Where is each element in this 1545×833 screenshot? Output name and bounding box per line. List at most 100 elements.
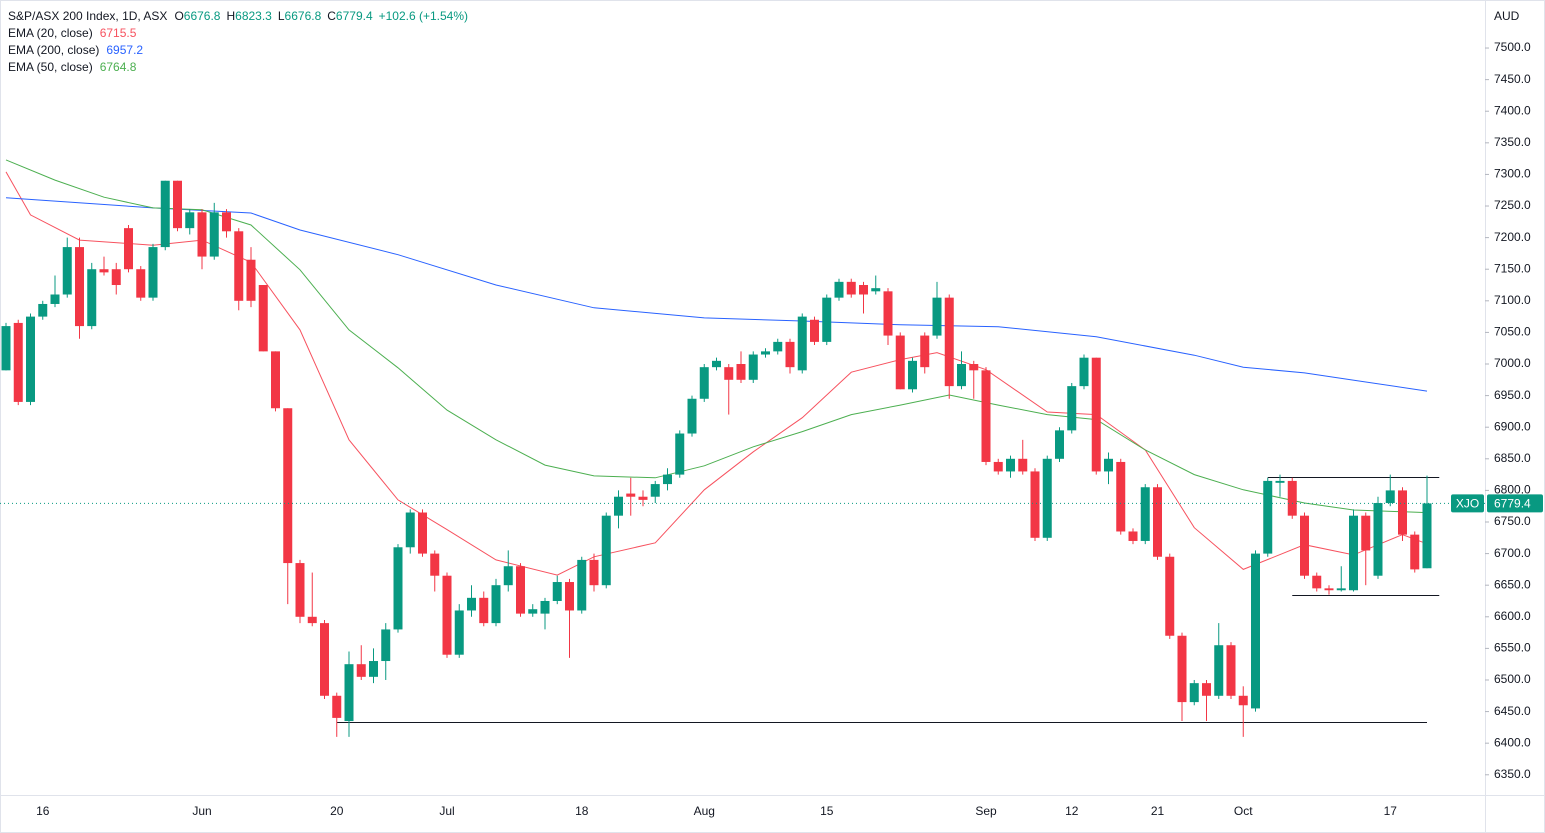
candle-body [761, 351, 770, 355]
candle-body [369, 661, 378, 677]
candle-body [1202, 683, 1211, 696]
change-value: +102.6 (+1.54%) [379, 9, 468, 23]
candle-body [577, 559, 587, 611]
y-tick-label: 6400.0 [1494, 735, 1531, 749]
candle-body [969, 364, 979, 371]
legend-value: 6764.8 [100, 60, 137, 74]
ohlc-label: O [174, 9, 183, 23]
x-tick-label: 12 [1065, 804, 1079, 818]
y-tick-label: 7400.0 [1494, 103, 1531, 117]
candle-body [1287, 480, 1297, 516]
x-tick-label: Sep [975, 804, 997, 818]
candle-body [993, 461, 1003, 472]
candle-body [1104, 458, 1113, 472]
candle-body [552, 582, 562, 601]
candle-body [797, 316, 807, 371]
candle-body [87, 269, 97, 327]
y-tick-label: 7050.0 [1494, 325, 1531, 339]
candle-body [246, 259, 256, 301]
ohlc-label: C [327, 9, 336, 23]
candle-body [1116, 461, 1126, 532]
candle-body [712, 360, 721, 368]
candle-body [871, 288, 881, 292]
candle-body [418, 512, 427, 554]
candle-body [62, 247, 72, 295]
x-tick-label: 21 [1151, 804, 1165, 818]
y-tick-label: 6450.0 [1494, 704, 1531, 718]
candle-body [26, 316, 35, 402]
candle-body [981, 370, 991, 462]
candle-body [491, 585, 501, 624]
candle-body [1079, 357, 1089, 387]
candle-body [601, 515, 611, 586]
candle-body [1238, 695, 1248, 706]
y-tick-label: 7500.0 [1494, 40, 1531, 54]
candle-body [442, 575, 452, 655]
candle-body [1263, 480, 1273, 554]
candle-body [344, 664, 354, 722]
candle-body [1153, 487, 1162, 557]
legend-title: S&P/ASX 200 Index, 1D, ASX [8, 9, 167, 23]
candle-body [773, 341, 783, 352]
candle-body [136, 269, 146, 298]
candle-body [748, 354, 758, 380]
y-tick-label: 7200.0 [1494, 230, 1531, 244]
candle-body [1091, 357, 1101, 472]
x-tick-label: Jul [439, 804, 454, 818]
candle-body [1422, 503, 1432, 569]
candle-body [173, 180, 182, 229]
symbol-tag-label: XJO [1456, 497, 1479, 511]
candle-body [320, 623, 329, 696]
candle-body [1055, 430, 1064, 459]
candle-body [1398, 490, 1407, 535]
candle-body [479, 597, 489, 624]
candle-body [283, 408, 293, 564]
legend-name: EMA (200, close) [8, 43, 99, 57]
price-tag [1487, 494, 1543, 513]
candle-body [908, 360, 917, 390]
ohlc-value: 6676.8 [285, 9, 322, 23]
candle-body [160, 180, 170, 248]
y-tick-label: 6650.0 [1494, 577, 1531, 591]
legend-name: EMA (20, close) [8, 26, 93, 40]
x-tick-label: Oct [1234, 804, 1253, 818]
candle-body [1177, 635, 1187, 703]
candle-body [663, 474, 672, 485]
y-tick-label: 6800.0 [1494, 483, 1531, 497]
candle-body [185, 212, 195, 229]
y-tick-label: 6750.0 [1494, 514, 1531, 528]
legend-entry: EMA (50, close) 6764.8 [8, 60, 137, 74]
candle-body [1275, 480, 1285, 483]
x-tick-label: 20 [330, 804, 344, 818]
candle-body [895, 335, 905, 390]
candle-body [197, 212, 207, 257]
candle-body [516, 566, 525, 614]
candle-body [540, 600, 550, 614]
legend-entry: EMA (20, close) 6715.5 [8, 26, 137, 40]
y-tick-label: 6500.0 [1494, 672, 1531, 686]
y-tick-label: 7000.0 [1494, 356, 1531, 370]
candle-body [124, 228, 133, 270]
legend-value: 6957.2 [106, 43, 143, 57]
candle-body [111, 269, 121, 286]
candle-body [638, 496, 648, 500]
candle-body [1018, 458, 1028, 472]
candle-body [467, 597, 476, 611]
candle-body [38, 303, 48, 317]
candle-body [503, 566, 513, 586]
candle-body [430, 553, 440, 576]
candle-body [675, 433, 685, 475]
candle-body [1067, 386, 1077, 431]
candle-body [1251, 553, 1260, 709]
ohlc-value: 6676.8 [184, 9, 221, 23]
legend-value: 6715.5 [100, 26, 137, 40]
candle-body [271, 351, 280, 409]
candle-body [944, 297, 954, 387]
candle-body [1361, 515, 1371, 551]
y-tick-label: 7250.0 [1494, 198, 1531, 212]
candle-body [1165, 556, 1175, 636]
y-tick-label: 6950.0 [1494, 388, 1531, 402]
candle-body [295, 563, 305, 617]
